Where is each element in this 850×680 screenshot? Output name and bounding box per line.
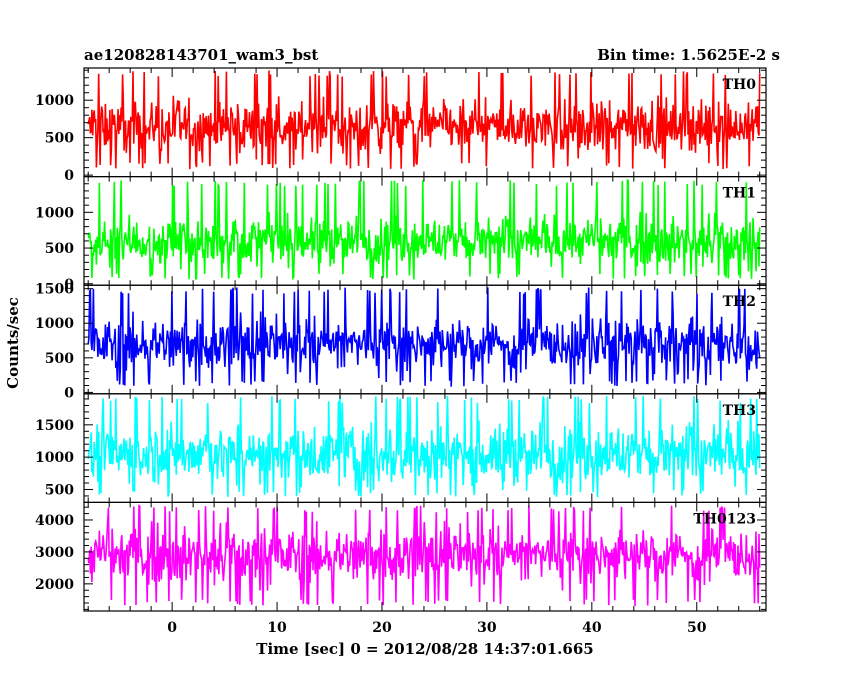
y-tick-label: 3000 <box>35 545 74 561</box>
y-tick-label: 0 <box>64 168 74 184</box>
y-tick-label: 1000 <box>35 450 74 466</box>
y-tick-label: 500 <box>45 131 74 147</box>
x-tick-label: 0 <box>167 620 177 636</box>
y-tick-label: 0 <box>64 277 74 293</box>
series-line-th0123 <box>87 504 761 607</box>
panel-label: TH1 <box>723 186 756 202</box>
x-tick-label: 30 <box>477 620 497 636</box>
x-tick-label: 10 <box>267 620 287 636</box>
y-tick-label: 500 <box>45 482 74 498</box>
y-tick-label: 1500 <box>35 418 74 434</box>
panel-th1: 0 500 1000 TH1 <box>35 176 767 293</box>
x-axis-label: Time [sec] 0 = 2012/08/28 14:37:01.665 <box>256 640 593 658</box>
y-tick-label: 500 <box>45 241 74 257</box>
y-tick-label: 4000 <box>35 513 74 529</box>
series-line-th2 <box>87 287 761 387</box>
series-line-th1 <box>87 178 761 281</box>
panel-label: TH3 <box>723 403 756 419</box>
chart-title: ae120828143701_wam3_bst <box>84 46 318 64</box>
panel-label: TH2 <box>723 294 756 310</box>
y-axis-label: Counts/sec <box>4 297 22 389</box>
series-line-th3 <box>87 395 761 498</box>
panel-th3: 500 1000 1500 TH3 <box>35 393 767 503</box>
series-line-th0 <box>87 70 761 170</box>
panel-th0123: 2000 3000 4000 TH0123 <box>35 501 767 612</box>
panels: 0 500 1000 TH0 0 500 1000 TH1 0 500 1000 1500 TH2 500… <box>35 67 767 612</box>
panel-th0: 0 500 1000 TH0 <box>35 67 767 184</box>
panel-th2: 0 500 1000 1500 TH2 <box>35 282 767 401</box>
x-tick-label: 20 <box>372 620 392 636</box>
x-tick-label: 50 <box>687 620 707 636</box>
y-tick-label: 1000 <box>35 93 74 109</box>
y-tick-label: 1000 <box>35 205 74 221</box>
y-tick-label: 1000 <box>35 316 74 332</box>
x-tick-label: 40 <box>582 620 602 636</box>
panel-frame <box>83 501 767 612</box>
y-tick-label: 500 <box>45 351 74 367</box>
y-tick-label: 2000 <box>35 577 74 593</box>
panel-label: TH0 <box>723 77 757 93</box>
panel-label: TH0123 <box>693 511 756 527</box>
y-tick-label: 0 <box>64 385 74 401</box>
bin-time-label: Bin time: 1.5625E-2 s <box>597 46 780 64</box>
y-tick-label: 1500 <box>35 282 74 298</box>
x-tick-labels: 0 10 20 30 40 50 <box>167 620 706 636</box>
